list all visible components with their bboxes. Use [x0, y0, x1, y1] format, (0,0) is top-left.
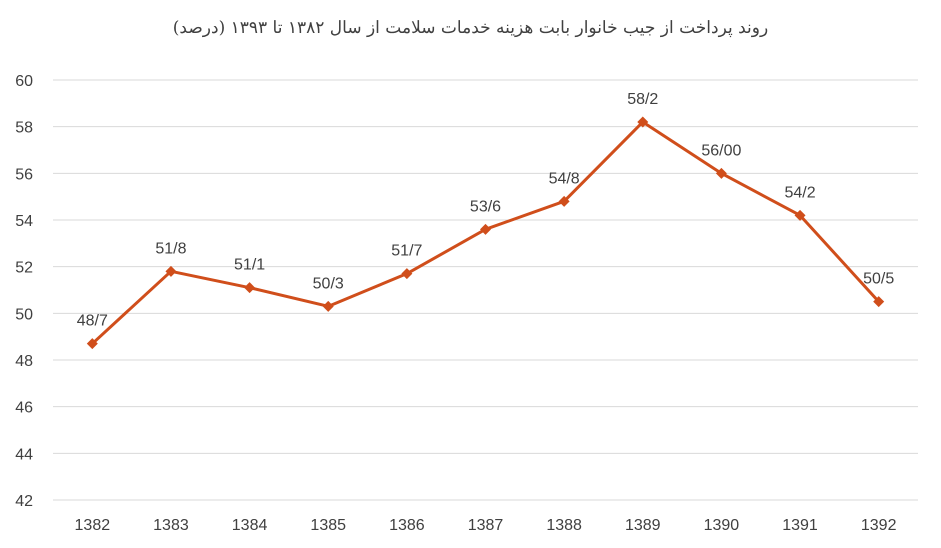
- y-tick-label: 60: [15, 73, 33, 90]
- data-point-marker: [401, 268, 413, 280]
- data-label: 54/8: [549, 170, 580, 187]
- y-tick-label: 44: [15, 446, 33, 463]
- y-tick-label: 58: [15, 120, 33, 137]
- y-tick-label: 54: [15, 213, 33, 230]
- y-tick-label: 48: [15, 353, 33, 370]
- y-tick-label: 52: [15, 260, 33, 277]
- data-point-marker: [480, 223, 491, 235]
- data-point-marker: [244, 282, 256, 294]
- y-tick-label: 42: [15, 493, 33, 510]
- data-point-marker: [322, 300, 334, 312]
- x-tick-label: 1385: [310, 517, 346, 534]
- gridlines: [53, 79, 918, 501]
- x-tick-label: 1390: [704, 517, 740, 534]
- data-markers: [86, 116, 885, 350]
- data-point-marker: [637, 116, 649, 128]
- data-label: 56/00: [701, 142, 741, 159]
- data-labels: 48/7 51/8 51/1 50/3 51/7 53/6 54/8 58/2 56/00 54/…: [77, 91, 895, 330]
- x-tick-label: 1392: [861, 517, 897, 534]
- data-point-marker: [558, 195, 570, 207]
- y-axis-tick-labels: 42 44 46 48 50 52 54 56 58 60: [15, 73, 33, 510]
- y-tick-label: 46: [15, 400, 33, 417]
- x-tick-label: 1383: [153, 517, 189, 534]
- data-label: 58/2: [627, 91, 658, 108]
- data-label: 51/7: [391, 243, 422, 260]
- y-tick-label: 56: [15, 166, 33, 183]
- x-tick-label: 1391: [782, 517, 818, 534]
- data-label: 54/2: [784, 184, 815, 201]
- x-tick-label: 1382: [75, 517, 111, 534]
- data-label: 50/5: [863, 271, 894, 288]
- x-tick-label: 1384: [232, 517, 268, 534]
- x-axis-tick-labels: 1382 1383 1384 1385 1386 1387 1388 1389 1390 1391…: [75, 517, 897, 534]
- x-tick-label: 1386: [389, 517, 425, 534]
- data-label: 51/8: [155, 240, 186, 257]
- x-tick-label: 1387: [468, 517, 504, 534]
- data-label: 53/6: [470, 198, 501, 215]
- data-point-marker: [873, 296, 885, 308]
- data-label: 51/1: [234, 257, 265, 274]
- data-point-marker: [794, 209, 806, 221]
- data-point-marker: [715, 167, 727, 179]
- y-tick-label: 50: [15, 306, 33, 323]
- data-point-marker: [86, 338, 98, 350]
- data-point-marker: [165, 265, 177, 277]
- x-tick-label: 1388: [546, 517, 582, 534]
- data-label: 50/3: [313, 275, 344, 292]
- data-label: 48/7: [77, 313, 108, 330]
- chart-title: روند پرداخت از جیب خانوار بابت هزینه خدم…: [172, 18, 769, 38]
- x-tick-label: 1389: [625, 517, 661, 534]
